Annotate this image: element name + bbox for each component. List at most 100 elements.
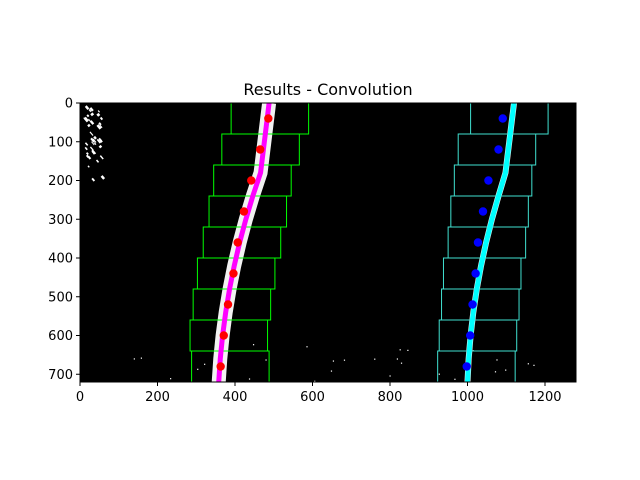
noise-speck <box>90 112 95 117</box>
noise-speck <box>496 359 498 361</box>
noise-speck <box>96 124 102 130</box>
noise-speck <box>99 124 103 128</box>
noise-speck <box>91 149 97 155</box>
noise-speck <box>98 122 102 126</box>
y-tick-label: 600 <box>48 329 73 344</box>
noise-speck <box>96 112 101 117</box>
noise-speck <box>494 371 497 373</box>
noise-speck <box>91 177 96 182</box>
left-window-box <box>230 103 310 135</box>
lane-fit-lines <box>216 103 517 382</box>
right-window-center-point <box>466 331 475 340</box>
noise-speck <box>265 359 267 361</box>
y-tick-label: 700 <box>48 368 73 383</box>
left-window-center-point <box>233 238 242 247</box>
noise-speck <box>93 142 97 146</box>
noise-speck <box>96 138 102 144</box>
x-tick-label: 600 <box>300 390 325 405</box>
noise-speck <box>374 358 376 360</box>
chart-title: Results - Convolution <box>243 80 412 99</box>
noise-speck <box>197 368 199 370</box>
right-window-center-point <box>473 238 483 247</box>
noise-speck <box>252 344 255 346</box>
noise-speck <box>533 364 535 366</box>
noise-speck <box>84 146 88 151</box>
right-window-center-point <box>494 145 503 154</box>
noise-speck <box>400 362 403 364</box>
noise-speck <box>98 144 103 149</box>
noise-speck <box>133 358 135 360</box>
axes-frame <box>79 102 577 383</box>
axes: 0 200 400 600 800 1000 1200 0 100 200 300 400 500 600… <box>48 97 577 405</box>
noise-speck <box>389 375 391 377</box>
sliding-windows <box>189 103 549 382</box>
noise-speck <box>84 142 89 146</box>
noise-speck <box>248 378 251 380</box>
noise-speck <box>454 378 456 380</box>
y-tick-label: 200 <box>48 174 73 189</box>
noise-speck <box>89 107 94 112</box>
right-lane-fit <box>465 103 517 382</box>
right-window-center-point <box>468 300 477 309</box>
noise-speck <box>99 138 103 143</box>
noise-speck <box>84 105 90 110</box>
y-tick-label: 400 <box>48 252 73 267</box>
right-window-center-point <box>478 207 488 216</box>
x-tick-label: 400 <box>223 390 248 405</box>
noise-speck <box>90 137 95 143</box>
left-window-center-point <box>219 331 228 340</box>
noise-speck <box>100 175 106 180</box>
right-window-center-point <box>484 176 493 185</box>
y-tick-label: 0 <box>65 97 73 112</box>
noise-speck <box>86 114 90 118</box>
noise-speck <box>87 155 92 160</box>
noise-speck <box>93 135 97 140</box>
noise-speck <box>505 369 507 371</box>
noise-speck <box>88 108 92 113</box>
noise-speck <box>92 138 97 143</box>
left-window-center-point <box>255 145 265 154</box>
left-window-center-point <box>264 114 273 123</box>
noise-speck <box>88 118 92 123</box>
noise-speck <box>399 349 401 351</box>
x-tick-label: 0 <box>76 390 84 405</box>
right-window-center-point <box>462 362 471 371</box>
window-center-points <box>216 114 507 371</box>
left-window-center-point <box>216 362 225 371</box>
x-tick-label: 800 <box>378 390 403 405</box>
noise-speck <box>306 346 308 348</box>
noise-speck <box>343 359 346 361</box>
noise-speck <box>87 165 90 168</box>
x-tick-label: 1200 <box>528 390 561 405</box>
noise-speck <box>438 373 440 375</box>
noise-speck <box>87 123 91 128</box>
noise-speck <box>85 152 89 156</box>
left-window-center-point <box>223 300 233 309</box>
y-tick-label: 300 <box>48 213 73 228</box>
noise-speck <box>89 131 94 136</box>
left-window-center-point <box>239 207 249 216</box>
noise-speck <box>204 363 206 365</box>
noise-speck <box>407 349 409 351</box>
noise-speck <box>332 360 335 362</box>
noise-speck <box>527 363 529 365</box>
y-tick-label: 100 <box>48 135 73 150</box>
right-window-center-point <box>471 269 480 278</box>
noise-speck <box>95 159 100 163</box>
x-tick-label: 200 <box>145 390 170 405</box>
noise-speck <box>89 146 94 151</box>
noise-speck <box>83 117 86 120</box>
noise-speck <box>330 370 333 372</box>
noise-speck <box>396 358 398 360</box>
left-window-center-point <box>247 176 256 185</box>
noise-speck <box>99 155 104 160</box>
lane-pixel-noise <box>83 105 535 382</box>
right-window-center-point <box>498 114 507 123</box>
y-tick-label: 500 <box>48 290 73 305</box>
noise-speck <box>91 141 95 146</box>
noise-speck <box>99 116 104 121</box>
x-tick-label: 1000 <box>451 390 484 405</box>
left-lane-fit <box>216 103 272 382</box>
left-window-center-point <box>229 269 238 278</box>
